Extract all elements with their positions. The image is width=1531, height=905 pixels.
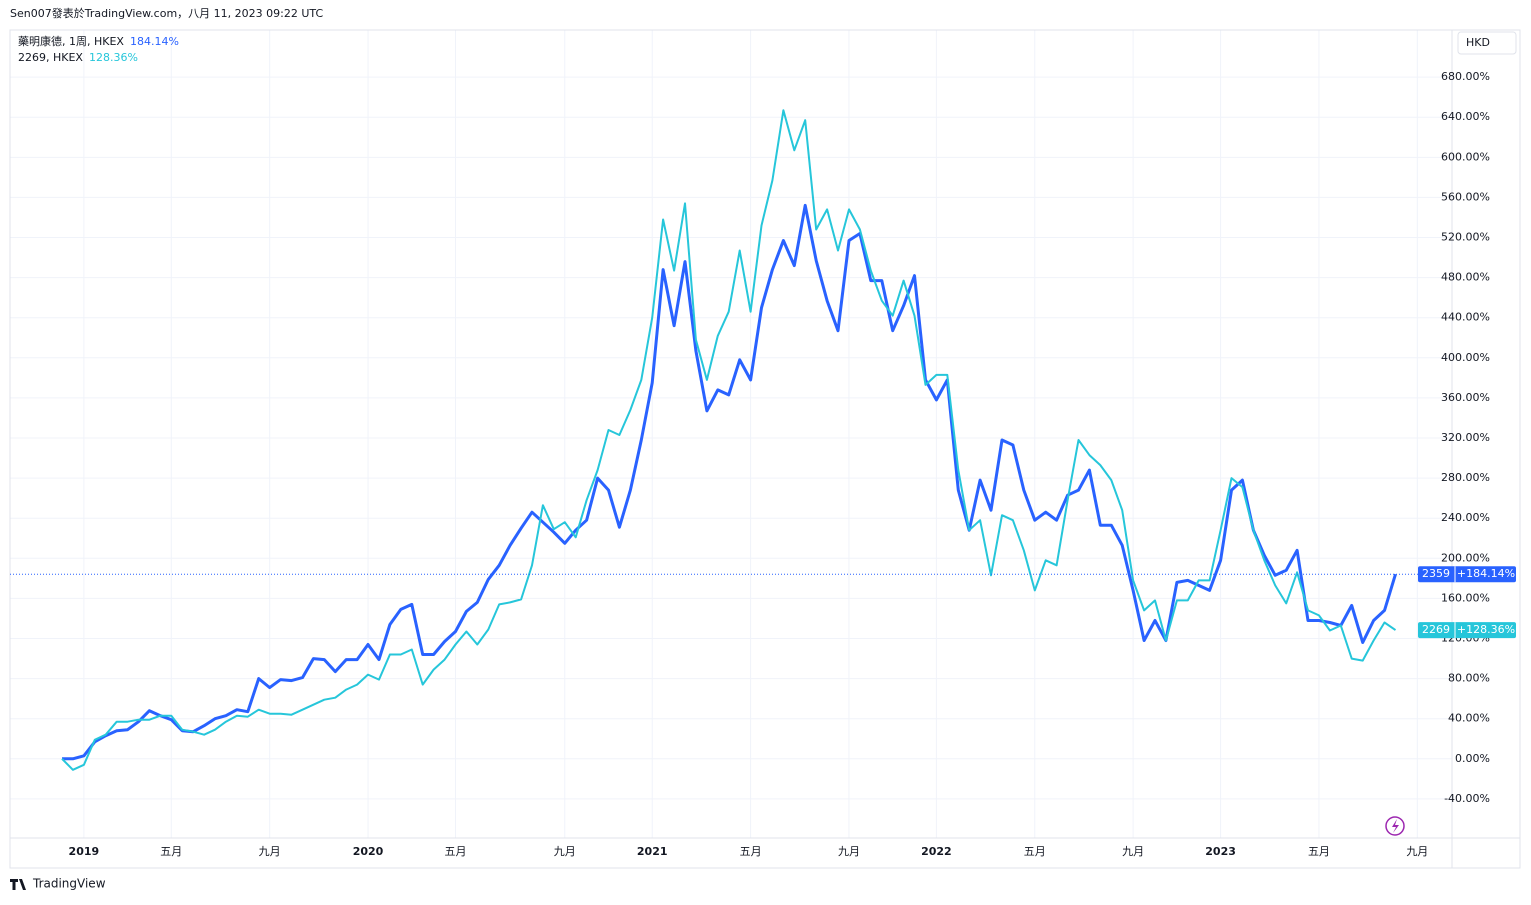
badge-symbol: 2359 [1422, 567, 1450, 580]
x-tick-label: 2019 [69, 845, 100, 858]
y-tick-label: 440.00% [1441, 311, 1490, 324]
y-tick-label: 600.00% [1441, 150, 1490, 163]
lightning-icon [1392, 819, 1399, 833]
x-tick-label: 五月 [160, 845, 182, 858]
x-tick-label: 五月 [1308, 845, 1330, 858]
y-tick-label: 40.00% [1448, 712, 1490, 725]
x-tick-label: 五月 [1024, 845, 1046, 858]
legend-name: 藥明康德, 1周, HKEX [18, 34, 124, 48]
y-tick-label: 160.00% [1441, 591, 1490, 604]
footer: TradingView [32, 877, 106, 891]
x-tick-label: 九月 [1406, 845, 1428, 858]
y-tick-label: -40.00% [1444, 792, 1490, 805]
y-tick-label: 520.00% [1441, 231, 1490, 244]
y-tick-label: 200.00% [1441, 551, 1490, 564]
x-tick-label: 五月 [740, 845, 762, 858]
y-tick-label: 480.00% [1441, 271, 1490, 284]
logo [10, 879, 26, 890]
header: Sen007發表於TradingView.com，八月 11, 2023 09:… [10, 6, 323, 20]
series-line [61, 109, 1397, 771]
y-tick-label: 360.00% [1441, 391, 1490, 404]
x-tick-label: 2023 [1205, 845, 1236, 858]
series-line [62, 203, 1397, 761]
badge [1418, 566, 1516, 583]
y-tick-label: 280.00% [1441, 471, 1490, 484]
x-tick-label: 2021 [637, 845, 668, 858]
y-tick-label: 680.00% [1441, 70, 1490, 83]
badge-label: +184.14% [1457, 567, 1515, 580]
y-tick-label: 560.00% [1441, 190, 1490, 203]
currency[interactable]: HKD [1466, 36, 1490, 49]
y-tick-label: 320.00% [1441, 431, 1490, 444]
lightning-icon[interactable] [1385, 816, 1405, 836]
y-tick-label: 640.00% [1441, 110, 1490, 123]
x-tick-label: 2020 [353, 845, 384, 858]
legend-value: 184.14% [130, 35, 179, 48]
frame [9, 29, 1521, 869]
x-tick-label: 五月 [444, 845, 466, 858]
legend-value: 128.36% [89, 51, 138, 64]
y-tick-label: 400.00% [1441, 351, 1490, 364]
y-tick-label: 240.00% [1441, 511, 1490, 524]
legend-name: 2269, HKEX [18, 51, 83, 64]
x-tick-label: 九月 [838, 845, 860, 858]
x-tick-label: 2022 [921, 845, 952, 858]
x-tick-label: 九月 [554, 845, 576, 858]
badge [1418, 622, 1516, 639]
x-tick-label: 九月 [1122, 845, 1144, 858]
y-tick-label: 80.00% [1448, 672, 1490, 685]
currency-button[interactable] [1457, 31, 1517, 55]
x-tick-label: 九月 [259, 845, 281, 858]
badge-label: +128.36% [1457, 623, 1515, 636]
y-tick-label: 0.00% [1455, 752, 1490, 765]
badge-symbol: 2269 [1422, 623, 1450, 636]
